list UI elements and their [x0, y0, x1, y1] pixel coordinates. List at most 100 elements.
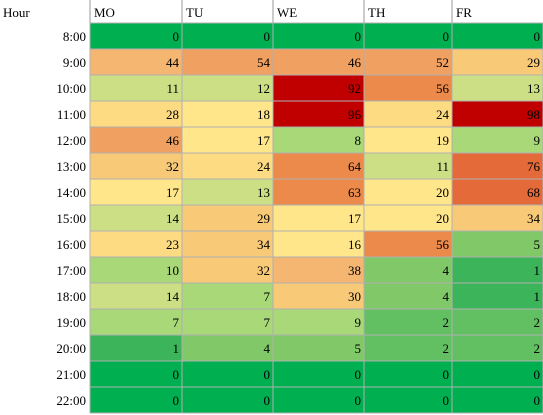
cell-value: 44 [166, 55, 180, 70]
cell-value: 0 [443, 29, 450, 44]
cell-value: 32 [166, 159, 179, 174]
heatmap-cell [451, 360, 543, 388]
cell-value: 14 [166, 289, 180, 304]
heatmap-cell [89, 178, 183, 206]
cell-value: 23 [166, 237, 179, 252]
cell-value: 12 [257, 81, 270, 96]
cell-value: 24 [257, 159, 271, 174]
heatmap-cell [272, 74, 365, 102]
heatmap-cell [89, 308, 183, 336]
cell-value: 1 [534, 263, 541, 278]
cell-value: 4 [264, 341, 271, 356]
row-labels: 8:00 9:00 10:00 11:00 12:00 13:00 14:00 15:00 16… [56, 29, 86, 408]
cell-value: 0 [534, 29, 541, 44]
cell-value: 24 [436, 107, 450, 122]
cell-value: 76 [527, 159, 541, 174]
heatmap-cell [451, 282, 543, 310]
cell-value: 11 [166, 81, 179, 96]
cell-value: 38 [348, 263, 361, 278]
cell-value: 16 [348, 237, 362, 252]
cell-value: 4 [443, 263, 450, 278]
cell-value: 28 [166, 107, 179, 122]
row-label: 8:00 [63, 29, 86, 44]
heatmap-cell [363, 308, 453, 336]
cell-value: 98 [527, 107, 540, 122]
heatmap-cell [363, 256, 453, 284]
cell-value: 68 [527, 185, 540, 200]
cell-value: 0 [534, 393, 541, 408]
heatmap-cell [181, 22, 274, 50]
cell-value: 2 [534, 315, 541, 330]
heatmap-cell [451, 126, 543, 154]
cell-value: 9 [355, 315, 362, 330]
row-label: 22:00 [56, 393, 86, 408]
heatmap-cell [451, 386, 543, 414]
heatmap-cell [89, 334, 183, 362]
cell-value: 17 [348, 211, 362, 226]
heatmap-cell [89, 360, 183, 388]
heatmap-cell [181, 334, 274, 362]
row-label: 11:00 [57, 107, 86, 122]
cell-value: 20 [436, 211, 449, 226]
cell-value: 0 [173, 29, 180, 44]
heatmap-cell [272, 100, 365, 128]
cell-value: 0 [264, 367, 271, 382]
row-label: 13:00 [56, 159, 86, 174]
cell-value: 0 [534, 367, 541, 382]
heatmap-cell [451, 22, 543, 50]
heatmap-cell [451, 230, 543, 258]
cell-value: 0 [443, 367, 450, 382]
cell-value: 0 [443, 393, 450, 408]
row-label: 17:00 [56, 263, 86, 278]
cell-value: 0 [173, 367, 180, 382]
cell-value: 63 [348, 185, 361, 200]
header-row: Hour MO TU WE TH FR [3, 0, 472, 23]
heatmap-cell [363, 178, 453, 206]
cell-value: 29 [527, 55, 540, 70]
heatmap-cell [363, 74, 453, 102]
cell-value: 5 [355, 341, 362, 356]
cell-value: 0 [264, 29, 271, 44]
cell-value: 9 [534, 133, 541, 148]
cell-value: 13 [527, 81, 540, 96]
cell-value: 0 [173, 393, 180, 408]
cell-value: 17 [166, 185, 180, 200]
heatmap-cell [181, 360, 274, 388]
cell-value: 5 [534, 237, 541, 252]
heatmap-cell [272, 308, 365, 336]
cell-value: 14 [166, 211, 180, 226]
heatmap-cell [363, 282, 453, 310]
heatmap-cell [451, 178, 543, 206]
heatmap-cell [89, 204, 183, 232]
cell-value: 34 [257, 237, 271, 252]
cell-value: 0 [355, 367, 362, 382]
cell-value: 20 [436, 185, 449, 200]
heatmap-cell [272, 386, 365, 414]
cell-value: 0 [355, 29, 362, 44]
cell-value: 2 [443, 341, 450, 356]
cell-value: 92 [348, 81, 361, 96]
heatmap-cell [451, 74, 543, 102]
heatmap-cell [451, 334, 543, 362]
corner-label: Hour [3, 5, 30, 20]
heatmap-cell [181, 282, 274, 310]
row-label: 12:00 [56, 133, 86, 148]
column-label-tu: TU [186, 5, 204, 20]
cell-value: 0 [264, 393, 271, 408]
cell-value: 64 [348, 159, 362, 174]
cell-value: 2 [443, 315, 450, 330]
heatmap-cell [181, 308, 274, 336]
heatmap-cell [181, 386, 274, 414]
cell-value: 18 [257, 107, 270, 122]
heatmap-cell [89, 22, 183, 50]
heatmap-cell [272, 334, 365, 362]
heatmap-cell [272, 178, 365, 206]
cell-value: 19 [436, 133, 449, 148]
row-label: 14:00 [56, 185, 86, 200]
column-label-mo: MO [94, 5, 115, 20]
heatmap-cell [89, 100, 183, 128]
heatmap-cell [363, 152, 453, 180]
cell-value: 1 [173, 341, 180, 356]
heatmap-cell [451, 256, 543, 284]
